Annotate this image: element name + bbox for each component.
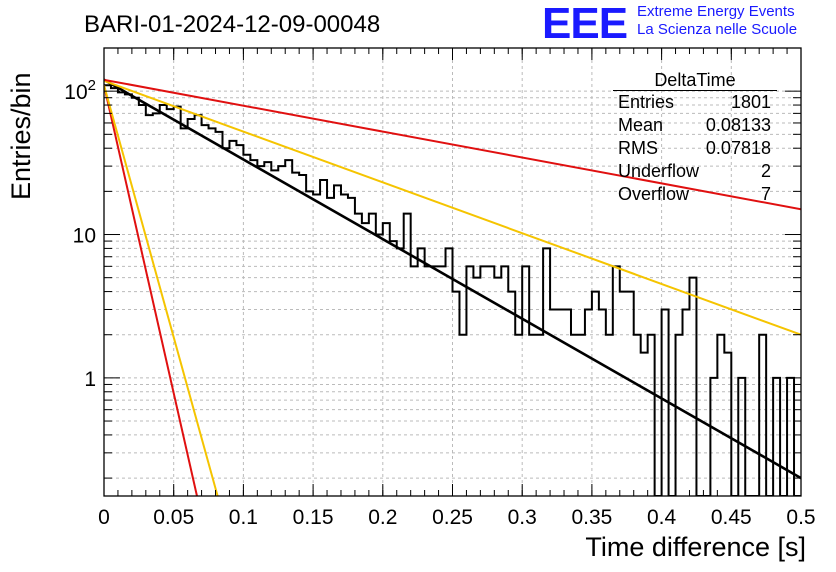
fit-line	[104, 84, 219, 496]
stats-value: 0.07818	[705, 138, 771, 158]
x-axis-label: Time difference [s]	[585, 532, 806, 562]
stats-label: RMS	[618, 138, 658, 158]
x-tick-label: 0.1	[229, 506, 258, 529]
x-tick-label: 0.4	[647, 506, 677, 529]
x-tick-label: 0.05	[153, 506, 194, 529]
stats-value: 2	[760, 161, 771, 181]
stats-value: 0.08133	[705, 115, 771, 135]
stats-row-rms: RMS 0.07818	[613, 137, 777, 160]
stats-label: Mean	[618, 115, 664, 135]
brand-line-1: Extreme Energy Events	[637, 3, 795, 20]
stats-row-mean: Mean 0.08133	[613, 114, 777, 137]
stats-row-underflow: Underflow 2	[613, 160, 777, 183]
x-tick-label: 0.2	[368, 506, 397, 529]
x-tick-label: 0.5	[786, 506, 815, 529]
stats-box: DeltaTime Entries 1801 Mean 0.08133 RMS 0.0…	[613, 70, 777, 206]
stats-row-overflow: Overflow 7	[613, 183, 777, 206]
eee-logo: EEE	[542, 0, 628, 48]
stats-value: 1801	[730, 92, 771, 112]
y-axis-label: Entries/bin	[6, 72, 36, 200]
x-tick-label: 0.35	[571, 506, 612, 529]
x-tick-label: 0.25	[432, 506, 473, 529]
eee-brand-text: Extreme Energy Events La Scienza nelle S…	[637, 3, 797, 39]
x-tick-label: 0.45	[711, 506, 752, 529]
stats-row-entries: Entries 1801	[613, 91, 777, 114]
x-tick-label: 0.3	[508, 506, 537, 529]
stats-label: Underflow	[618, 161, 700, 181]
stats-title: DeltaTime	[613, 70, 777, 91]
fit-line	[104, 78, 801, 211]
x-tick-label: 0.15	[293, 506, 334, 529]
y-tick-label: 1	[84, 368, 96, 391]
stats-value: 7	[760, 184, 771, 204]
stats-label: Overflow	[618, 184, 690, 204]
fit-line	[104, 85, 198, 496]
histogram-steps	[104, 84, 801, 496]
fit-line	[104, 79, 801, 336]
fit-line	[104, 78, 801, 480]
x-tick-label: 0	[98, 506, 110, 529]
brand-line-2: La Scienza nelle Scuole	[637, 21, 798, 38]
chart-title: BARI-01-2024-12-09-00048	[84, 11, 381, 38]
y-tick-label: 10	[73, 225, 96, 248]
stats-label: Entries	[618, 92, 675, 112]
y-tick-label: 102	[64, 77, 96, 104]
